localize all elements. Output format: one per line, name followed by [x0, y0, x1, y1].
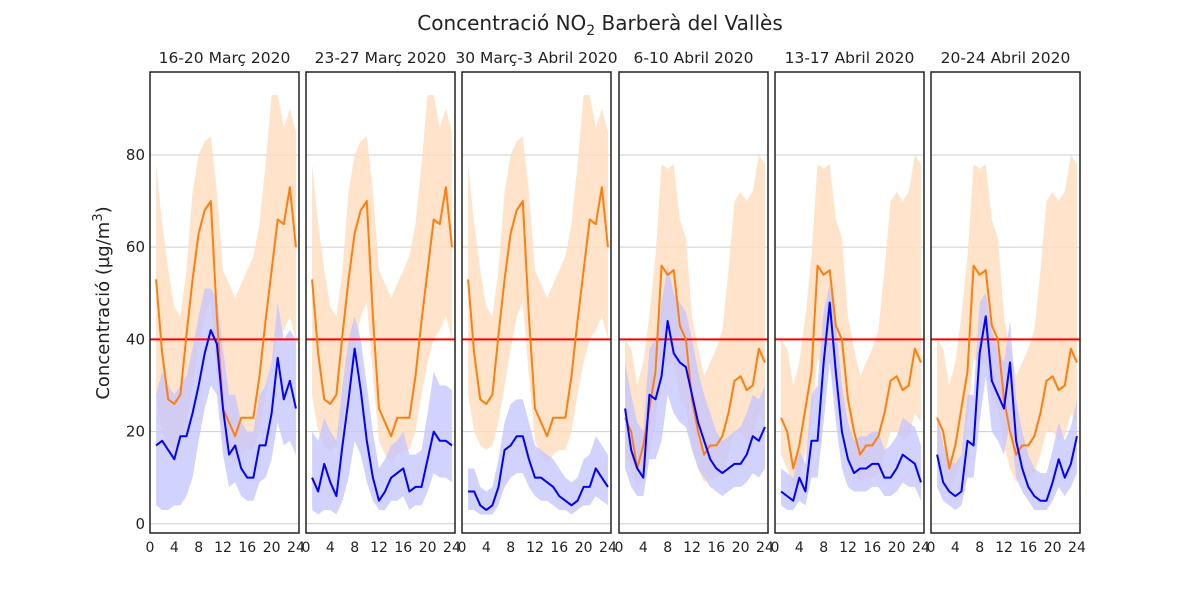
- panel-6: 20-24 Abril 2020 0 4 8 12 16 20 24: [927, 49, 1086, 556]
- x-tick-label: 16: [550, 540, 568, 556]
- blue-line: [936, 315, 1078, 502]
- x-tick-label: 0: [615, 540, 624, 556]
- x-tick-label: 16: [1019, 540, 1037, 556]
- x-tick-label: 16: [863, 540, 881, 556]
- panel-plot-area: [931, 154, 1080, 525]
- x-tick-label: 0: [302, 540, 311, 556]
- blue-band: [312, 316, 452, 515]
- panel-4: 6-10 Abril 2020 0 4 8 12 16 20 24: [615, 49, 774, 556]
- panel-plot-area: [775, 154, 924, 525]
- x-tick-label: 12: [995, 540, 1013, 556]
- panel-title: 13-17 Abril 2020: [785, 49, 915, 67]
- y-tick-label: 0: [135, 515, 145, 533]
- x-tick-label: 12: [370, 540, 388, 556]
- panel-3: 30 Març-3 Abril 2020 0 4 8 12 16 20 24: [455, 49, 617, 556]
- panel-plot-area: [462, 95, 611, 525]
- x-tick-label: 20: [732, 540, 750, 556]
- panel-frame: [774, 71, 925, 534]
- y-axis-label: Concentració (µg/m3): [91, 206, 114, 399]
- blue-band: [781, 284, 921, 510]
- x-tick-label: 12: [683, 540, 701, 556]
- orange-line: [467, 186, 609, 438]
- panel-plot-area: [150, 95, 299, 525]
- x-tick-label: 0: [771, 540, 780, 556]
- blue-band: [468, 399, 608, 515]
- x-tick-label: 12: [214, 540, 232, 556]
- x-tick-label: 20: [575, 540, 593, 556]
- x-tick-label: 20: [888, 540, 906, 556]
- x-tick-label: 8: [663, 540, 672, 556]
- x-tick-label: 20: [1044, 540, 1062, 556]
- panel-title: 23-27 Març 2020: [315, 49, 447, 67]
- panel-title: 30 Març-3 Abril 2020: [455, 49, 617, 67]
- orange-line: [155, 186, 297, 438]
- blue-line: [155, 329, 297, 479]
- x-tick-label: 16: [707, 540, 725, 556]
- panel-title: 20-24 Abril 2020: [941, 49, 1071, 67]
- x-tick-label: 16: [394, 540, 412, 556]
- x-tick-label: 8: [350, 540, 359, 556]
- panel-plot-area: [619, 154, 768, 525]
- panel-title: 6-10 Abril 2020: [634, 49, 754, 67]
- blue-band: [625, 265, 765, 497]
- y-tick-label: 80: [126, 146, 145, 164]
- x-tick-label: 24: [599, 540, 617, 556]
- orange-line: [936, 264, 1078, 470]
- blue-line: [780, 301, 922, 502]
- x-tick-label: 8: [975, 540, 984, 556]
- panel-frame: [930, 71, 1081, 534]
- x-tick-label: 0: [927, 540, 936, 556]
- panel-2: 23-27 Març 2020 0 4 8 12 16 20 24: [302, 49, 461, 556]
- x-tick-label: 4: [326, 540, 335, 556]
- chart-title: Concentració NO2 Barberà del Vallès: [417, 11, 782, 39]
- x-tick-label: 12: [839, 540, 857, 556]
- x-tick-label: 4: [795, 540, 804, 556]
- x-tick-label: 4: [482, 540, 491, 556]
- x-tick-label: 4: [170, 540, 179, 556]
- blue-line: [468, 435, 609, 511]
- y-tick-label: 60: [126, 238, 145, 256]
- panel-frame: [149, 71, 300, 534]
- x-tick-label: 8: [506, 540, 515, 556]
- blue-line: [624, 319, 766, 479]
- panel-frame: [305, 71, 456, 534]
- x-tick-label: 20: [419, 540, 437, 556]
- blue-band: [156, 288, 296, 510]
- panel-5: 13-17 Abril 2020 0 4 8 12 16 20 24: [771, 49, 930, 556]
- x-tick-label: 4: [951, 540, 960, 556]
- blue-band: [937, 293, 1077, 510]
- panel-title: 16-20 Març 2020: [159, 49, 291, 67]
- y-tick-label: 40: [126, 330, 145, 348]
- orange-line: [311, 186, 453, 438]
- x-tick-label: 8: [194, 540, 203, 556]
- panel-frame: [618, 71, 769, 534]
- x-tick-label: 24: [287, 540, 305, 556]
- orange-line: [780, 264, 922, 470]
- x-tick-label: 0: [458, 540, 467, 556]
- x-tick-label: 12: [526, 540, 544, 556]
- x-tick-label: 0: [146, 540, 155, 556]
- blue-line: [311, 347, 453, 502]
- x-tick-label: 8: [819, 540, 828, 556]
- x-tick-label: 16: [238, 540, 256, 556]
- x-tick-label: 24: [1068, 540, 1086, 556]
- x-tick-label: 24: [443, 540, 461, 556]
- orange-band: [468, 95, 608, 464]
- x-tick-label: 24: [756, 540, 774, 556]
- x-tick-label: 20: [263, 540, 281, 556]
- x-tick-label: 4: [639, 540, 648, 556]
- panel-frame: [461, 71, 612, 534]
- panel-plot-area: [306, 95, 455, 525]
- x-tick-label: 24: [912, 540, 930, 556]
- y-tick-label: 20: [126, 423, 145, 441]
